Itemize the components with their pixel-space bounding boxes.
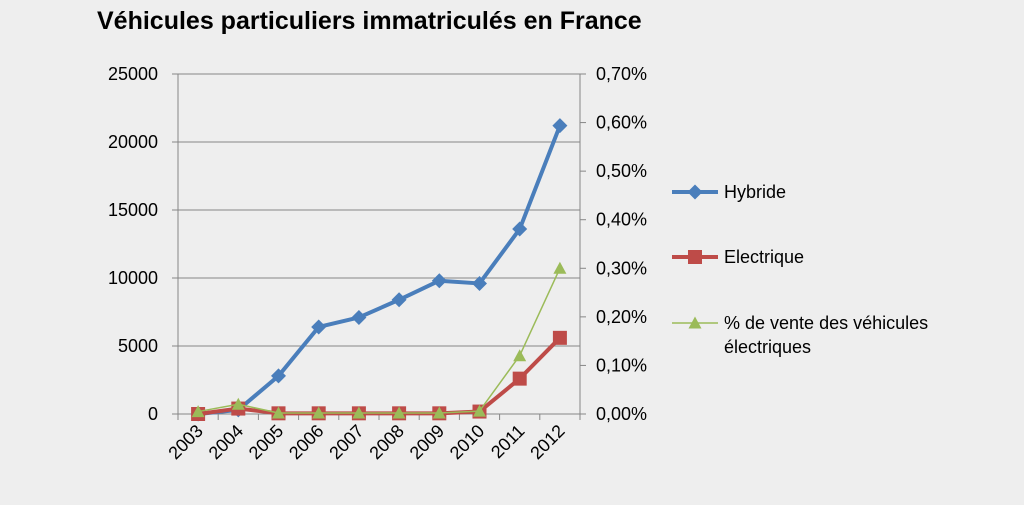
right-tick-label: 0,10% bbox=[596, 355, 647, 375]
x-tick-label: 2012 bbox=[526, 421, 568, 463]
left-tick-label: 15000 bbox=[108, 200, 158, 220]
hybride-point bbox=[552, 118, 568, 134]
pct-vente-point bbox=[392, 406, 406, 419]
right-tick-label: 0,70% bbox=[596, 64, 647, 84]
x-tick-label: 2009 bbox=[406, 421, 448, 463]
left-tick-label: 5000 bbox=[118, 336, 158, 356]
hybride-point bbox=[271, 368, 286, 384]
right-tick-label: 0,00% bbox=[596, 404, 647, 424]
series-group bbox=[190, 118, 568, 422]
hybride-point bbox=[472, 275, 487, 291]
right-tick-label: 0,20% bbox=[596, 307, 647, 327]
pct-vente-point bbox=[553, 261, 567, 274]
left-tick-label: 10000 bbox=[108, 268, 158, 288]
hybride-point bbox=[431, 273, 447, 289]
pct-vente-point bbox=[272, 406, 285, 419]
pct-vente-point bbox=[473, 404, 486, 417]
hybride-point bbox=[687, 184, 703, 200]
x-tick-label: 2003 bbox=[164, 421, 206, 463]
grid bbox=[178, 73, 580, 347]
x-tick-label: 2006 bbox=[285, 421, 327, 463]
right-tick-label: 0,60% bbox=[596, 113, 647, 133]
hybride-line bbox=[197, 124, 562, 416]
x-tick-label: 2007 bbox=[325, 421, 367, 463]
right-tick-label: 0,50% bbox=[596, 161, 647, 181]
left-tick-label: 0 bbox=[148, 404, 158, 424]
hybride-point bbox=[391, 292, 407, 308]
hybride-point bbox=[512, 221, 528, 237]
legend-label: Electrique bbox=[724, 247, 804, 267]
x-tick-label: 2011 bbox=[487, 421, 529, 463]
right-axis-ticks: 0,00% 0,10% 0,20% 0,30% 0,40% 0,50% 0,60% 0,70% bbox=[580, 64, 647, 424]
legend-label: % de vente des véhicules bbox=[724, 313, 928, 333]
pct-vente-line bbox=[197, 267, 561, 414]
pct-vente-point bbox=[312, 406, 326, 419]
right-tick-label: 0,40% bbox=[596, 210, 647, 230]
legend-item-hybride: Hybride bbox=[672, 182, 786, 202]
x-tick-label: 2005 bbox=[245, 421, 287, 463]
legend-label: Hybride bbox=[724, 182, 786, 202]
x-tick-label: 2010 bbox=[446, 421, 488, 463]
legend-item-electrique: Electrique bbox=[672, 247, 804, 267]
hybride-point bbox=[311, 319, 327, 335]
electrique-point bbox=[512, 371, 527, 386]
left-tick-label: 20000 bbox=[108, 132, 158, 152]
electrique-point bbox=[552, 330, 567, 345]
left-axis-ticks: 0 5000 10000 15000 20000 25000 bbox=[108, 64, 178, 424]
hybride-series bbox=[190, 118, 568, 422]
pct-vente-point bbox=[688, 316, 702, 329]
axes bbox=[177, 74, 581, 415]
pct-vente-point bbox=[432, 406, 446, 419]
right-tick-label: 0,30% bbox=[596, 258, 647, 278]
chart-title: Véhicules particuliers immatriculés en F… bbox=[97, 7, 642, 35]
pct-vente-point bbox=[352, 406, 366, 419]
x-tick-label: 2008 bbox=[365, 421, 407, 463]
x-tick-label: 2004 bbox=[205, 421, 247, 463]
legend-item-pct-vente: % de vente des véhicules électriques bbox=[672, 313, 928, 357]
pct-vente-point bbox=[513, 349, 527, 362]
electrique-series bbox=[191, 330, 567, 421]
pct-vente-series bbox=[191, 261, 567, 419]
left-tick-label: 25000 bbox=[108, 64, 158, 84]
legend: Hybride Electrique % de vente des véhicule… bbox=[672, 182, 928, 357]
legend-label: électriques bbox=[724, 337, 811, 357]
electrique-point bbox=[688, 250, 702, 264]
pct-vente-point bbox=[191, 405, 205, 418]
hybride-point bbox=[351, 309, 367, 325]
pct-vente-point bbox=[231, 397, 245, 410]
